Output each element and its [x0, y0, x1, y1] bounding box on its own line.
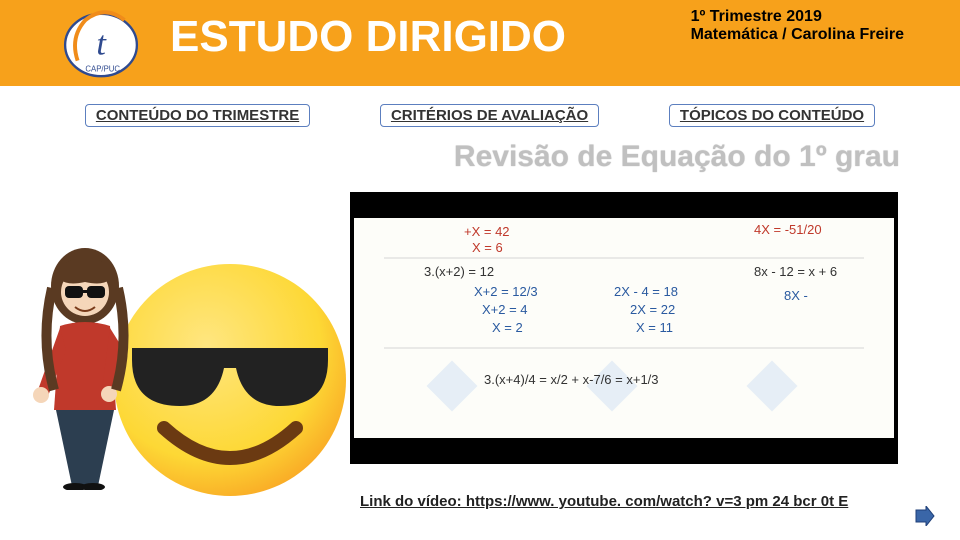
equation-text: X = 11 [636, 320, 673, 335]
nav-link-conteudo[interactable]: CONTEÚDO DO TRIMESTRE [85, 104, 310, 127]
nav-link-criterios[interactable]: CRITÉRIOS DE AVALIAÇÃO [380, 104, 599, 127]
header: t CAP/PUC ESTUDO DIRIGIDO 1º Trimestre 2… [0, 0, 960, 86]
equation-text: X = 6 [472, 240, 503, 255]
video-thumbnail[interactable]: +X = 42X = 6 4X = -51/20 3.(x+2) = 12 X+2 =… [350, 192, 898, 464]
video-frame: +X = 42X = 6 4X = -51/20 3.(x+2) = 12 X+2 =… [354, 218, 894, 438]
term-label: 1º Trimestre 2019 [691, 8, 904, 26]
equation-text: 8X - [784, 288, 808, 303]
equation-text: X+2 = 12/3 [474, 284, 538, 299]
page-title: ESTUDO DIRIGIDO [170, 12, 566, 62]
teacher-avatar [20, 240, 150, 490]
equation-text: X = 2 [492, 320, 523, 335]
next-arrow-icon[interactable] [914, 506, 936, 526]
nav-row: CONTEÚDO DO TRIMESTRE CRITÉRIOS DE AVALI… [0, 104, 960, 127]
equation-text: 2X - 4 = 18 [614, 284, 678, 299]
content-subtitle: Revisão de Equação do 1º grau [454, 140, 900, 174]
equation-text: 2X = 22 [630, 302, 675, 317]
equation-text: +X = 42 [464, 224, 510, 239]
equation-text: 4X = -51/20 [754, 222, 822, 237]
equation-text: X+2 = 4 [482, 302, 528, 317]
equation-text: 3.(x+4)/4 = x/2 + x-7/6 = x+1/3 [484, 372, 659, 387]
svg-text:t: t [96, 24, 107, 62]
equation-text: 3.(x+2) = 12 [424, 264, 494, 279]
header-meta: 1º Trimestre 2019 Matemática / Carolina … [691, 8, 904, 45]
nav-link-topicos[interactable]: TÓPICOS DO CONTEÚDO [669, 104, 875, 127]
video-link[interactable]: Link do vídeo: https://www. youtube. com… [360, 493, 848, 510]
subject-teacher: Matemática / Carolina Freire [691, 26, 904, 44]
logo: t CAP/PUC [62, 6, 140, 84]
svg-text:CAP/PUC: CAP/PUC [85, 65, 120, 74]
equation-text: 8x - 12 = x + 6 [754, 264, 837, 279]
